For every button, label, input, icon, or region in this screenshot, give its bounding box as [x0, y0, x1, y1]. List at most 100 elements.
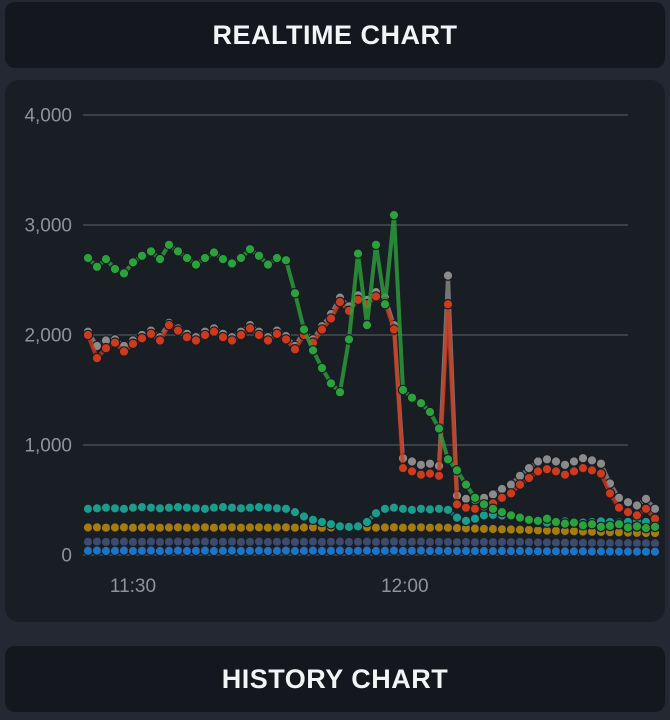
series-red	[82, 291, 661, 524]
data-point	[379, 536, 391, 548]
series-green	[82, 209, 661, 534]
data-point	[424, 536, 436, 548]
data-point	[208, 502, 220, 513]
data-point	[352, 248, 364, 259]
data-point	[478, 499, 490, 510]
data-point	[145, 521, 157, 533]
data-point	[469, 492, 481, 504]
data-point	[433, 522, 445, 533]
data-point	[199, 329, 211, 341]
data-point	[91, 502, 103, 514]
data-point	[568, 456, 580, 467]
data-point	[379, 545, 391, 557]
data-point	[406, 545, 418, 557]
data-point	[613, 546, 625, 557]
data-point	[271, 522, 283, 533]
data-point	[127, 502, 139, 513]
data-point	[550, 456, 562, 467]
data-point	[361, 536, 373, 547]
data-point	[82, 503, 94, 515]
data-point	[523, 545, 535, 557]
data-point	[118, 521, 130, 533]
data-point	[253, 545, 265, 556]
data-point	[586, 464, 598, 476]
realtime-chart[interactable]: 0 1,000 2,000 3,000 4,000 11:30 12:00	[5, 80, 665, 622]
data-point	[91, 521, 103, 533]
data-point	[199, 521, 211, 533]
data-point	[145, 246, 157, 257]
data-point	[235, 329, 247, 341]
data-point	[325, 536, 337, 548]
data-point	[640, 493, 652, 505]
data-point	[190, 522, 202, 533]
data-point	[523, 472, 535, 484]
y-tick-label: 0	[61, 546, 72, 567]
data-point	[568, 466, 580, 477]
data-point	[532, 537, 544, 548]
data-point	[307, 345, 319, 356]
x-tick-label: 12:00	[381, 576, 429, 597]
data-point	[226, 545, 238, 556]
data-point	[136, 332, 148, 344]
data-point	[631, 510, 643, 521]
data-point	[415, 469, 427, 480]
data-point	[415, 459, 427, 471]
data-point	[631, 500, 643, 511]
data-point	[568, 517, 580, 528]
data-point	[550, 545, 562, 557]
data-point	[406, 466, 418, 477]
data-point	[532, 466, 544, 477]
history-chart-header: HISTORY CHART	[5, 646, 665, 712]
data-point	[334, 521, 346, 532]
data-point	[127, 338, 139, 350]
data-point	[361, 319, 373, 331]
data-point	[316, 516, 328, 528]
data-point	[424, 522, 436, 533]
data-point	[100, 545, 112, 557]
data-point	[433, 503, 445, 515]
data-point	[415, 545, 427, 556]
data-point	[325, 313, 337, 324]
data-point	[91, 536, 103, 547]
data-point	[217, 253, 229, 265]
data-point	[127, 257, 139, 268]
data-point	[523, 536, 535, 548]
data-point	[514, 512, 526, 523]
data-point	[613, 502, 625, 513]
data-point	[388, 209, 400, 221]
data-point	[442, 298, 454, 310]
data-point	[154, 536, 166, 548]
data-point	[649, 521, 661, 533]
data-point	[181, 522, 193, 533]
data-point	[604, 546, 616, 557]
data-point	[172, 325, 184, 336]
data-point	[217, 536, 229, 548]
data-point	[145, 502, 157, 513]
data-point	[559, 537, 571, 548]
data-point	[388, 521, 400, 533]
data-point	[91, 261, 103, 273]
data-point	[496, 545, 508, 557]
data-point	[217, 501, 229, 513]
data-point	[397, 536, 409, 548]
data-point	[442, 453, 454, 465]
data-point	[523, 462, 535, 474]
data-point	[235, 536, 247, 548]
data-point	[298, 536, 310, 548]
data-point	[109, 263, 121, 275]
data-point	[613, 518, 625, 530]
data-point	[532, 515, 544, 527]
data-point	[280, 254, 292, 266]
data-point	[388, 545, 400, 556]
data-point	[604, 520, 616, 532]
data-point	[469, 536, 481, 548]
data-point	[298, 511, 310, 522]
data-point	[640, 546, 652, 557]
data-point	[127, 536, 139, 548]
data-point	[136, 536, 148, 548]
data-point	[190, 536, 202, 548]
realtime-chart-panel: 0 1,000 2,000 3,000 4,000 11:30 12:00	[5, 80, 665, 622]
data-point	[208, 326, 220, 337]
data-point	[640, 522, 652, 534]
data-point	[262, 536, 274, 548]
